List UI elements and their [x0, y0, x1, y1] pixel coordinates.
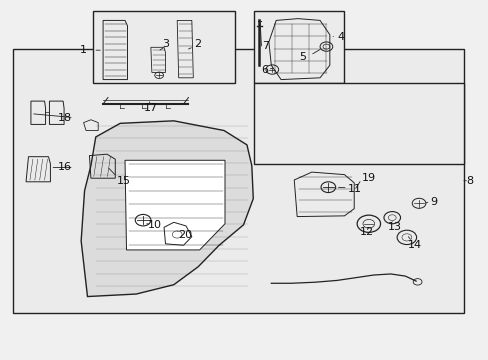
Text: 20: 20 [178, 230, 192, 239]
Bar [254, 83, 463, 164]
Text: 13: 13 [387, 222, 401, 232]
Text: 14: 14 [407, 239, 421, 249]
Text: 5: 5 [299, 52, 306, 62]
Bar [254, 12, 344, 83]
Text: 1: 1 [80, 45, 87, 55]
Text: 15: 15 [116, 176, 130, 186]
Text: 7: 7 [262, 41, 268, 51]
Text: 3: 3 [162, 39, 169, 49]
Polygon shape [125, 160, 224, 250]
Text: 16: 16 [58, 162, 72, 172]
Text: 11: 11 [347, 184, 361, 194]
Text: 4: 4 [337, 32, 344, 41]
Text: 10: 10 [147, 220, 162, 230]
Bar [93, 12, 234, 83]
Polygon shape [81, 121, 253, 297]
Text: 19: 19 [361, 173, 375, 183]
Text: 8: 8 [465, 176, 472, 186]
Text: 18: 18 [58, 113, 72, 123]
Text: 6: 6 [261, 65, 268, 75]
Text: 9: 9 [429, 197, 436, 207]
Text: 17: 17 [143, 103, 158, 113]
Text: 2: 2 [194, 40, 202, 49]
Bar [13, 49, 463, 313]
Text: 12: 12 [359, 228, 373, 237]
